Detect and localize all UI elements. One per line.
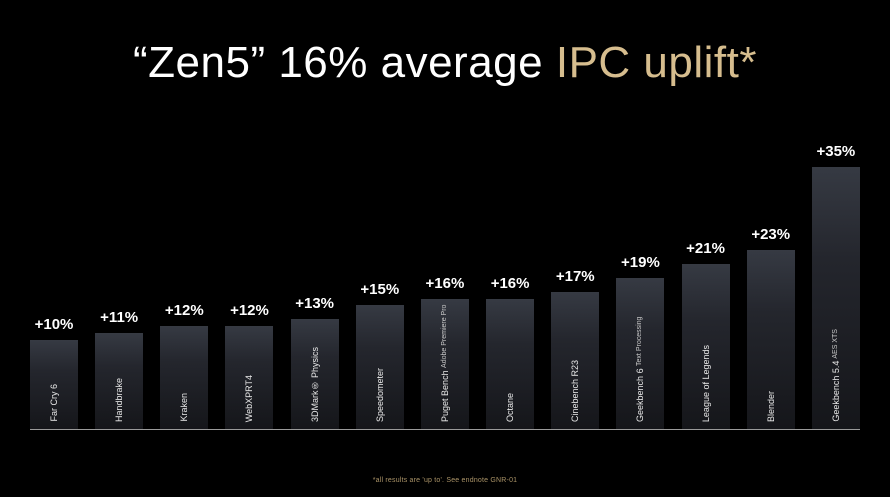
bar-category-label: Handbrake xyxy=(114,378,124,422)
bar-column: +15% Speedometer xyxy=(355,281,404,429)
bar-category-main-text: WebXPRT4 xyxy=(244,374,255,422)
bar: WebXPRT4 xyxy=(225,326,274,429)
bar-column: +16% Octane xyxy=(486,275,535,429)
bar-category-main-text: Octane xyxy=(505,392,516,422)
bar-value-label: +21% xyxy=(686,240,725,257)
bar-category-main-text: Cinebench R23 xyxy=(570,359,581,422)
bar: Far Cry 6 xyxy=(30,340,78,429)
bar-category-label: Cinebench R23 xyxy=(570,360,580,422)
bar-category-label: Geekbench 6 Text Processing xyxy=(635,317,645,422)
bar-value-label: +12% xyxy=(164,302,204,319)
bar-category-main-text: Kraken xyxy=(179,393,190,422)
bar: League of Legends xyxy=(681,264,730,429)
bar-value-label: +15% xyxy=(360,281,400,298)
bar-category-label: WebXPRT4 xyxy=(244,375,254,422)
bar-column: +11% Handbrake xyxy=(95,309,144,429)
bar-category-label: 3DMark® Physics xyxy=(310,347,320,422)
bar-value-label: +19% xyxy=(621,254,660,271)
bar-column: +21% League of Legends xyxy=(681,240,730,429)
bar: Geekbench 5.4 AES XTS xyxy=(811,167,860,429)
bar-category-label: Puget Bench Adobe Premiere Pro xyxy=(440,305,450,422)
bar: Kraken xyxy=(160,326,209,429)
bar-column: +12% Kraken xyxy=(160,302,209,429)
bar-value-label: +16% xyxy=(425,275,465,292)
bar-category-main-text: League of Legends xyxy=(700,344,711,422)
bar-category-label: Geekbench 5.4 AES XTS xyxy=(831,329,841,422)
bar-column: +23% Blender xyxy=(746,226,795,429)
bar-column: +17% Cinebench R23 xyxy=(551,268,600,429)
title-accent-text: IPC uplift* xyxy=(555,38,757,87)
bar-value-label: +23% xyxy=(751,226,791,243)
bar-category-main-text: Geekbench 6 xyxy=(635,368,646,422)
bar: Puget Bench Adobe Premiere Pro xyxy=(420,299,469,429)
bar-category-main-text: Puget Bench xyxy=(439,370,450,422)
bar-category-main-text: 3DMark® Physics xyxy=(309,346,320,422)
bar-category-main-text: Speedometer xyxy=(374,367,385,422)
bar: Blender xyxy=(746,250,795,429)
bar-column: +13% 3DMark® Physics xyxy=(290,295,339,429)
bar-category-main-text: Far Cry 6 xyxy=(49,384,59,422)
bar-column: +16% Puget Bench Adobe Premiere Pro xyxy=(420,275,469,429)
endnote-text: *all results are 'up to'. See endnote GN… xyxy=(372,477,518,484)
bar-category-label: Far Cry 6 xyxy=(49,384,59,422)
title-main-text: “Zen5” 16% average xyxy=(133,38,556,87)
bar-category-main-text: Handbrake xyxy=(114,377,125,422)
bar-value-label: +16% xyxy=(490,275,530,292)
bar-category-label: Octane xyxy=(505,393,515,422)
bar-category-sub-text: Text Processing xyxy=(636,317,644,367)
bar-category-label: Blender xyxy=(766,391,776,422)
bar: Geekbench 6 Text Processing xyxy=(616,278,665,429)
bar-value-label: +11% xyxy=(100,309,139,326)
bar-column: +10% Far Cry 6 xyxy=(30,316,78,429)
slide-title: “Zen5” 16% average IPC uplift* xyxy=(0,38,890,88)
bar-chart: +10% Far Cry 6 +11% Handbrake +12% Kraken +12%… xyxy=(30,132,860,430)
bar: Cinebench R23 xyxy=(551,292,600,429)
bar-column: +12% WebXPRT4 xyxy=(225,302,274,429)
bar-category-main-text: Geekbench 5.4 xyxy=(830,360,841,422)
bar-category-label: Kraken xyxy=(179,393,189,422)
bar-value-label: +12% xyxy=(230,302,269,319)
bar-category-label: League of Legends xyxy=(701,345,711,422)
bar-category-sub-text: Adobe Premiere Pro xyxy=(440,305,448,369)
bar: 3DMark® Physics xyxy=(290,319,339,429)
bar-value-label: +10% xyxy=(34,316,74,333)
bar-category-label: Speedometer xyxy=(375,368,385,422)
bar-column: +19% Geekbench 6 Text Processing xyxy=(616,254,665,429)
bar: Handbrake xyxy=(95,333,144,429)
bar-value-label: +13% xyxy=(295,295,335,312)
bar: Speedometer xyxy=(355,305,404,429)
bar: Octane xyxy=(486,299,535,429)
bar-column: +35% Geekbench 5.4 AES XTS xyxy=(811,143,860,429)
bar-value-label: +35% xyxy=(816,143,856,160)
bar-category-sub-text: AES XTS xyxy=(831,329,839,359)
bar-category-main-text: Blender xyxy=(765,390,776,422)
bar-value-label: +17% xyxy=(555,268,595,285)
